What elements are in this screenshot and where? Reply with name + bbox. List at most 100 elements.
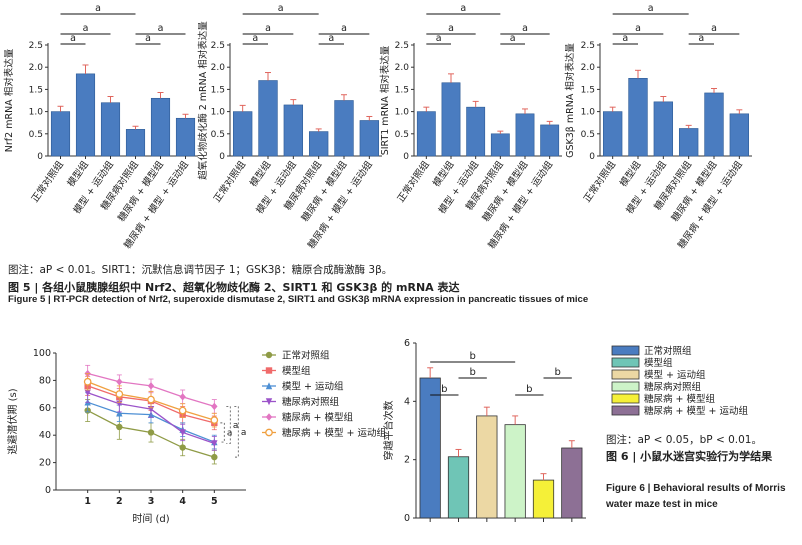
y-tick-label: 0 [403,152,409,162]
data-point [211,402,218,411]
y-tick-label: 0 [219,152,225,162]
legend-label: 正常对照组 [644,345,692,357]
y-tick-label: 2.0 [395,63,410,73]
y-tick-label: 0 [45,485,51,496]
y-axis-label: SIRT1 mRNA 相对表达量 [379,45,391,155]
bar [150,97,171,157]
legend-swatch [611,369,640,380]
y-tick-label: 1.0 [211,108,226,118]
data-point [115,390,124,398]
x-tick-label: 模型组 [65,158,91,189]
sig-bracket [220,422,225,443]
bar [729,113,750,157]
data-point [116,409,123,417]
bar [504,424,526,519]
sig-label: a [252,33,258,44]
y-tick-label: 0.5 [395,130,409,140]
bar [100,102,121,157]
y-tick-label: 2.5 [395,41,409,51]
y-tick-label: 2.0 [211,63,226,73]
series-5: 糖尿病 + 模型 + 运动组 [83,373,386,439]
x-tick-label: 5 [211,496,218,507]
sig-label: a [265,23,271,34]
legend-swatch [611,405,640,416]
legend-label: 模型组 [282,365,311,377]
y-tick-label: 1.5 [395,85,409,95]
figure6-note: 图注：aP < 0.05，bP < 0.01。 [606,434,762,446]
bar [334,100,354,157]
sig-label: a [341,23,347,34]
y-tick-label: 60 [39,403,51,414]
x-tick-label: 4 [179,496,186,507]
data-point [84,389,91,397]
bar [416,111,436,157]
legend-label: 糖尿病 + 模型 + 运动组 [282,427,386,439]
data-point [83,377,92,386]
y-axis-label: 穿越平台次数 [382,401,395,461]
y-tick-label: 0.5 [581,130,595,140]
data-point [147,395,155,404]
legend-marker [265,351,273,359]
sig-bracket [226,405,231,444]
sig-label: a [460,3,466,14]
data-point [179,444,186,451]
sig-label: a [622,33,628,44]
series-0: 正常对照组 [84,350,330,465]
data-point [147,382,155,390]
legend-marker [265,413,273,421]
sig-label: a [448,23,454,34]
legend-label: 模型 + 运动组 [282,381,344,393]
bar [628,78,648,157]
x-tick-label: 1 [84,496,91,507]
bar [532,479,555,519]
y-tick-label: 2.5 [211,41,225,51]
x-tick-label: 正常对照组 [211,158,248,204]
y-tick-label: 6 [404,338,410,349]
figure5-title-cn: 图 5 | 各组小鼠胰腺组织中 Nrf2、超氧化物歧化酶 2、SIRT1 和 G… [8,281,460,294]
bar [175,117,196,157]
legend-label: 糖尿病 + 模型 + 运动组 [644,405,748,417]
chart-latency: 0 20 40 60 80 100 1 2 3 4 5 时间 (d) 逃避潜伏期 (s) 正常对照组模型组… [6,348,386,525]
sig-label: b [469,367,475,378]
legend-label: 糖尿病 + 模型组 [644,393,715,405]
data-point [210,416,219,424]
figure5-title-en: Figure 5 | RT-PCR detection of Nrf2, sup… [8,294,589,305]
y-axis-label: GSK3β mRNA 相对表达量 [564,43,576,158]
series-4: 糖尿病 + 模型组 [84,364,353,424]
bar [75,73,96,157]
sig-label: a [158,23,164,34]
y-tick-label: 1.5 [29,85,43,95]
y-tick-label: 4 [404,396,410,407]
data-point [147,429,155,436]
legend-swatch [611,357,640,368]
sig-label: a [83,23,89,34]
y-tick-label: 80 [39,375,51,386]
x-tick-label: 正常对照组 [395,158,432,204]
y-tick-label: 1.5 [581,85,595,95]
bar [704,92,724,157]
x-tick-label: 糖尿病 + 模型组 [669,158,720,223]
legend-label: 模型 + 运动组 [644,369,706,381]
x-tick-label: 正常对照组 [29,158,66,204]
y-tick-label: 1.0 [395,108,410,118]
sig-label: b [554,367,560,378]
sig-label: a [95,3,101,14]
bar [678,128,699,157]
bar [50,111,71,157]
x-tick-label: 糖尿病 + 模型组 [299,158,350,223]
data-point [179,429,186,437]
legend-marker [265,382,273,390]
y-axis-label: 逃避潜伏期 (s) [6,388,19,454]
sig-label: a [510,33,516,44]
sig-label: b [441,384,447,395]
sig-label: a [648,3,654,14]
y-axis-label: 超氧化物歧化酶 2 mRNA 相对表达量 [197,21,209,180]
sig-label: a [698,33,704,44]
sig-label: a [227,428,233,438]
data-point [116,378,123,386]
legend-marker [265,428,273,437]
y-tick-label: 1.0 [29,108,44,118]
y-tick-label: 1.0 [581,108,596,118]
